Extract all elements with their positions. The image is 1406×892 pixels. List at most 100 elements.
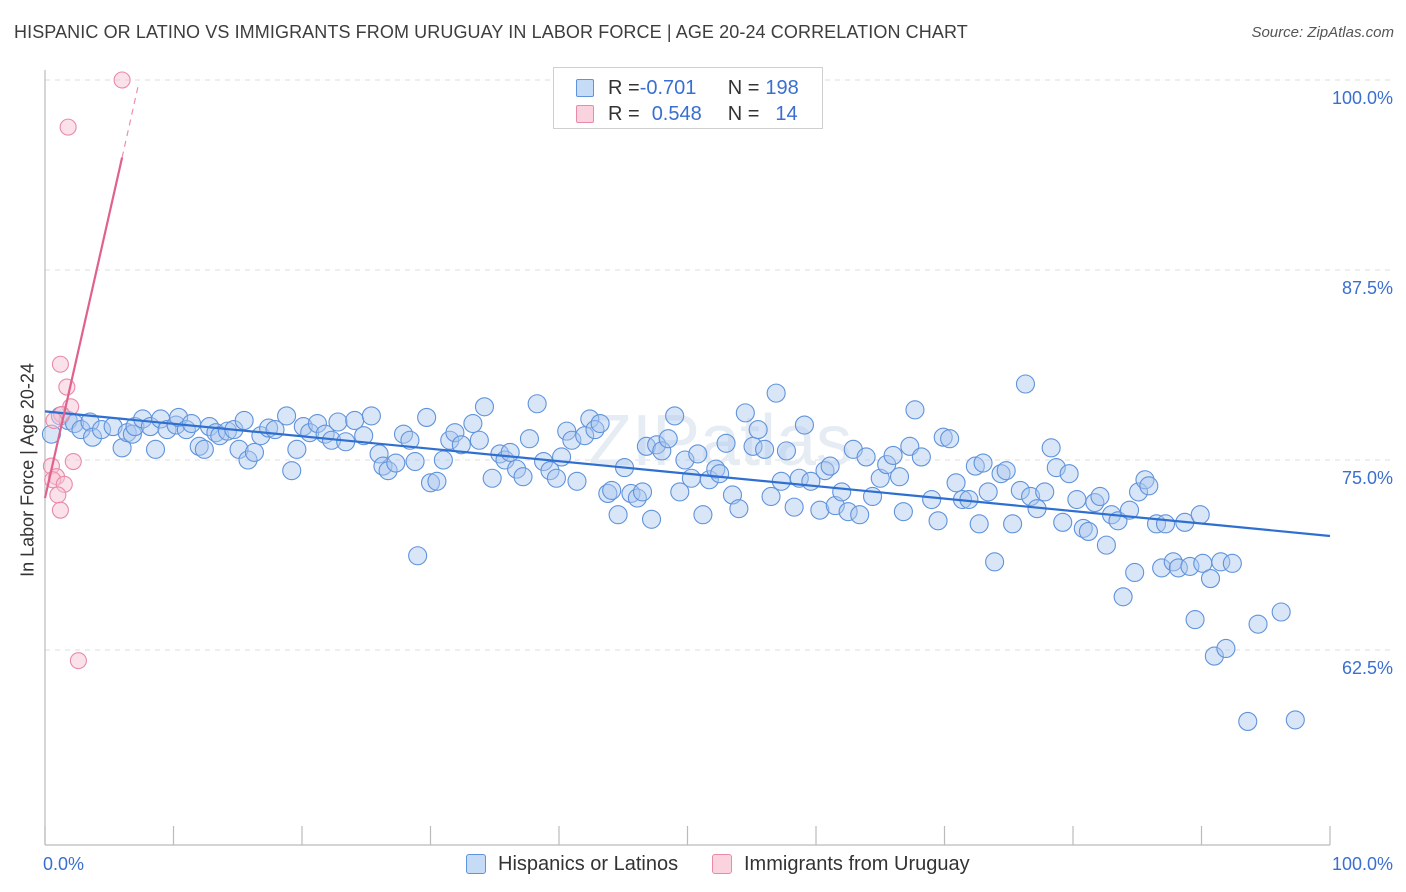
data-point-hispanic [1155,514,1176,534]
data-point-hispanic [1119,500,1140,520]
data-point-hispanic [567,471,587,491]
data-point-hispanic [1222,553,1242,573]
data-point-hispanic [244,442,265,462]
data-point-uruguay [51,501,69,519]
data-point-uruguay [59,118,77,136]
data-point-hispanic [122,424,142,444]
data-point-hispanic [1238,711,1258,731]
data-point-hispanic [1003,514,1023,534]
legend-item-uruguay: Immigrants from Uruguay [712,851,970,877]
data-point-hispanic [761,486,781,507]
y-tick-label: 87.5% [1342,278,1393,298]
legend-item-hispanics: Hispanics or Latinos [466,851,678,877]
data-point-hispanic [361,406,381,426]
data-point-hispanic [602,480,622,500]
data-point-hispanic [469,430,489,450]
data-point-hispanic [1090,486,1110,507]
data-point-hispanic [1185,610,1205,630]
data-point-hispanic [856,447,876,467]
data-point-hispanic [1035,482,1055,502]
data-point-hispanic [636,436,656,456]
data-point-hispanic [557,421,577,441]
data-point-hispanic [405,451,425,472]
data-point-hispanic [1271,602,1291,622]
data-point-hispanic [1190,505,1210,525]
data-point-hispanic [590,413,610,434]
data-point-hispanic [810,500,830,520]
data-point-hispanic [973,453,993,473]
series-hispanics [41,374,1305,731]
data-point-hispanic [946,473,966,493]
data-point-hispanic [969,514,989,534]
legend-row-hispanics: R = -0.701 N = 198 [576,75,799,101]
legend-row-uruguay: R = 0.548 N = 14 [576,101,798,127]
data-point-hispanic [546,468,566,488]
data-point-hispanic [562,430,582,450]
data-point-hispanic [1067,489,1087,510]
n-label: N = [727,76,760,99]
n-label: N = [727,102,760,125]
data-point-hispanic [911,447,931,467]
data-point-hispanic [181,413,202,434]
data-point-uruguay [45,411,63,430]
data-point-hispanic [1125,562,1145,583]
x-tick-label: 0.0% [43,854,84,874]
data-point-hispanic [1078,521,1098,541]
data-point-hispanic [893,502,913,522]
data-point-hispanic [500,442,520,462]
data-point-hispanic [658,429,678,449]
data-point-hispanic [307,413,327,434]
data-point-hispanic [463,413,483,434]
data-point-hispanic [1096,535,1116,555]
x-tick-label: 100.0% [1332,854,1393,874]
data-point-hispanic [282,461,302,481]
data-point-hispanic [580,409,600,429]
data-point-hispanic [328,412,348,432]
y-tick-label: 75.0% [1342,468,1393,488]
data-point-hispanic [776,441,796,461]
data-point-hispanic [378,461,398,481]
r-value: -0.701 [639,76,697,99]
data-point-hispanic [820,456,840,476]
blue-swatch [466,854,486,874]
data-point-uruguay [49,486,67,504]
n-value: 198 [765,76,799,99]
data-point-hispanic [234,410,254,431]
data-point-hispanic [217,421,238,441]
data-point-hispanic [1285,710,1305,730]
data-point-hispanic [832,482,852,502]
data-point-hispanic [433,450,453,470]
pink-swatch [712,854,732,874]
data-point-hispanic [632,482,653,502]
data-point-hispanic [474,397,495,417]
y-tick-label: 100.0% [1332,88,1393,108]
data-point-hispanic [789,468,809,488]
data-point-hispanic [710,464,730,484]
data-point-hispanic [1204,646,1224,666]
data-point-hispanic [91,420,112,440]
data-point-hispanic [287,439,307,459]
trend-line-uruguay [43,157,124,499]
data-point-hispanic [991,464,1011,484]
data-point-hispanic [1248,614,1268,634]
legend-label: Hispanics or Latinos [498,852,679,875]
data-point-hispanic [354,426,374,446]
axes [44,70,1331,846]
data-point-hispanic [427,471,447,491]
legend-label: Immigrants from Uruguay [744,852,970,875]
data-point-hispanic [1113,587,1133,607]
data-point-hispanic [716,433,736,453]
data-point-hispanic [729,499,749,519]
data-point-hispanic [755,439,775,459]
n-value: 14 [775,102,798,125]
gridlines [45,79,1393,651]
data-point-hispanic [519,429,539,449]
data-point-hispanic [157,420,177,440]
data-point-hispanic [940,429,960,449]
data-point-hispanic [238,450,258,470]
data-point-hispanic [996,461,1016,481]
data-point-hispanic [1073,518,1093,538]
data-point-hispanic [400,430,420,450]
data-point-uruguay [51,355,69,373]
stats-legend: R = -0.701 N = 198 R = 0.548 N = 14 [553,67,823,129]
